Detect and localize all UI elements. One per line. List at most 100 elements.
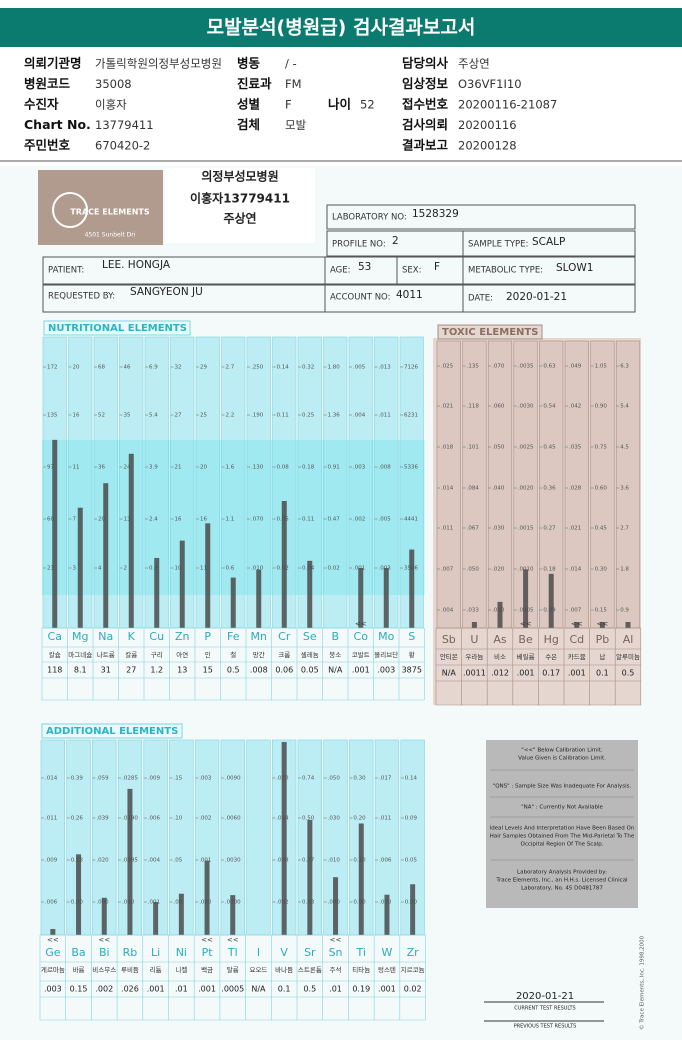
form-label: METABOLIC TYPE: (468, 266, 543, 276)
legend-line: Trace Elements, Inc., an H.H.s. Licensed… (495, 878, 628, 884)
result-bar (103, 483, 109, 628)
tick-label: 46 (124, 365, 131, 371)
tick-label: .130 (251, 465, 264, 471)
info-label: 담당의사 (402, 56, 449, 71)
tick-label: 52 (98, 413, 105, 419)
element-symbol: Sr (304, 946, 316, 959)
tick-label: .050 (467, 567, 480, 573)
tick-label: 0.11 (302, 517, 314, 523)
tick-label: 16 (200, 517, 207, 523)
tick-label: 0.63 (543, 364, 556, 370)
element-name: 나트륨 (97, 650, 115, 659)
info-value: 35008 (95, 77, 132, 91)
info-label: Chart No. (24, 117, 91, 132)
element-result: .008 (250, 666, 268, 675)
element-result: 3875 (402, 666, 422, 675)
legend-line: "QNS" : Sample Size Was Inadequate For A… (493, 784, 632, 790)
element-name: 납 (599, 652, 605, 661)
tick-label: 0.30 (353, 776, 366, 782)
tick-label: 32 (175, 365, 182, 371)
result-bar (154, 557, 160, 628)
tick-label: .014 (441, 486, 454, 492)
element-result: 0.19 (352, 985, 370, 994)
result-bar (179, 540, 185, 628)
element-result: 27 (126, 666, 136, 675)
tick-label: .0030 (518, 404, 534, 410)
tick-label: 11 (73, 465, 80, 471)
tick-label: 5.4 (620, 404, 629, 410)
element-name: 몰리브단 (374, 650, 398, 659)
element-symbol: V (280, 946, 288, 959)
element-name: 셀레늄 (301, 650, 319, 659)
form-label: PROFILE NO: (332, 240, 386, 250)
element-symbol: Cr (278, 630, 291, 643)
element-symbol: Ge (45, 946, 61, 959)
legend-bg (486, 740, 638, 908)
form-value: LEE. HONGJA (102, 259, 171, 271)
result-bar (153, 902, 159, 935)
tick-label: 29 (200, 365, 207, 371)
tick-label: 5.4 (149, 413, 158, 419)
result-bar (599, 622, 605, 628)
result-bar (574, 622, 580, 628)
info-label: 나이 (328, 97, 351, 112)
result-bar (384, 894, 390, 935)
tick-label: 0.11 (277, 413, 289, 419)
element-name: 수은 (545, 653, 557, 661)
element-result: 0.06 (275, 666, 293, 675)
element-result: .001 (352, 666, 370, 675)
result-bar (281, 501, 287, 628)
element-symbol: I (257, 946, 260, 959)
tick-label: .002 (353, 517, 365, 523)
tick-label: .0020 (518, 486, 534, 492)
element-name: 주석 (330, 965, 342, 974)
element-result: .002 (95, 985, 113, 994)
element-result: 0.5 (622, 669, 635, 678)
element-symbol: Be (518, 633, 533, 646)
result-bar (523, 569, 529, 628)
tick-label: 4 (98, 566, 102, 572)
tick-label: .060 (492, 404, 505, 410)
column (590, 340, 615, 629)
result-bar (410, 884, 416, 935)
form-value: 2 (392, 235, 399, 247)
element-symbol: Ba (71, 946, 85, 959)
tick-label: 13 (124, 517, 131, 523)
form-value: F (434, 261, 440, 273)
element-symbol: Ni (176, 946, 187, 959)
element-symbol: Zr (407, 946, 420, 959)
result-bar (497, 601, 503, 628)
tick-label: 3 (73, 566, 77, 572)
tick-label: .15 (174, 776, 183, 782)
info-label: 병원코드 (24, 76, 71, 91)
result-bar (204, 860, 210, 935)
below-limit-flag: << (201, 936, 213, 944)
form-label: SAMPLE TYPE: (468, 240, 528, 250)
result-bar (127, 788, 133, 935)
info-value: 20200116-21087 (458, 98, 557, 112)
below-limit-flag: << (227, 936, 239, 944)
element-name: 바륨 (73, 965, 85, 974)
form-label: ACCOUNT NO: (330, 293, 390, 303)
tick-label: .070 (251, 517, 264, 523)
stamp-hospital: 의정부성모병원 (201, 169, 278, 184)
tick-label: .009 (148, 776, 161, 782)
below-limit-flag: << (520, 620, 532, 628)
element-result: 0.1 (278, 985, 291, 994)
column (564, 340, 589, 629)
element-result: 15 (203, 666, 213, 675)
form-box (42, 284, 636, 313)
tick-label: 1.80 (328, 365, 341, 371)
element-symbol: Mg (72, 630, 88, 643)
tick-label: 21 (175, 465, 182, 471)
column (323, 336, 348, 629)
info-label: 의뢰기관명 (24, 56, 82, 71)
panel-title-box (41, 723, 183, 739)
tick-label: .035 (569, 445, 582, 451)
element-name: 루비듐 (121, 965, 139, 974)
element-symbol: Cu (149, 630, 164, 643)
tick-label: .0060 (225, 816, 241, 822)
result-bar (205, 523, 211, 628)
element-result: .0011 (463, 669, 486, 678)
result-bar (178, 893, 184, 935)
